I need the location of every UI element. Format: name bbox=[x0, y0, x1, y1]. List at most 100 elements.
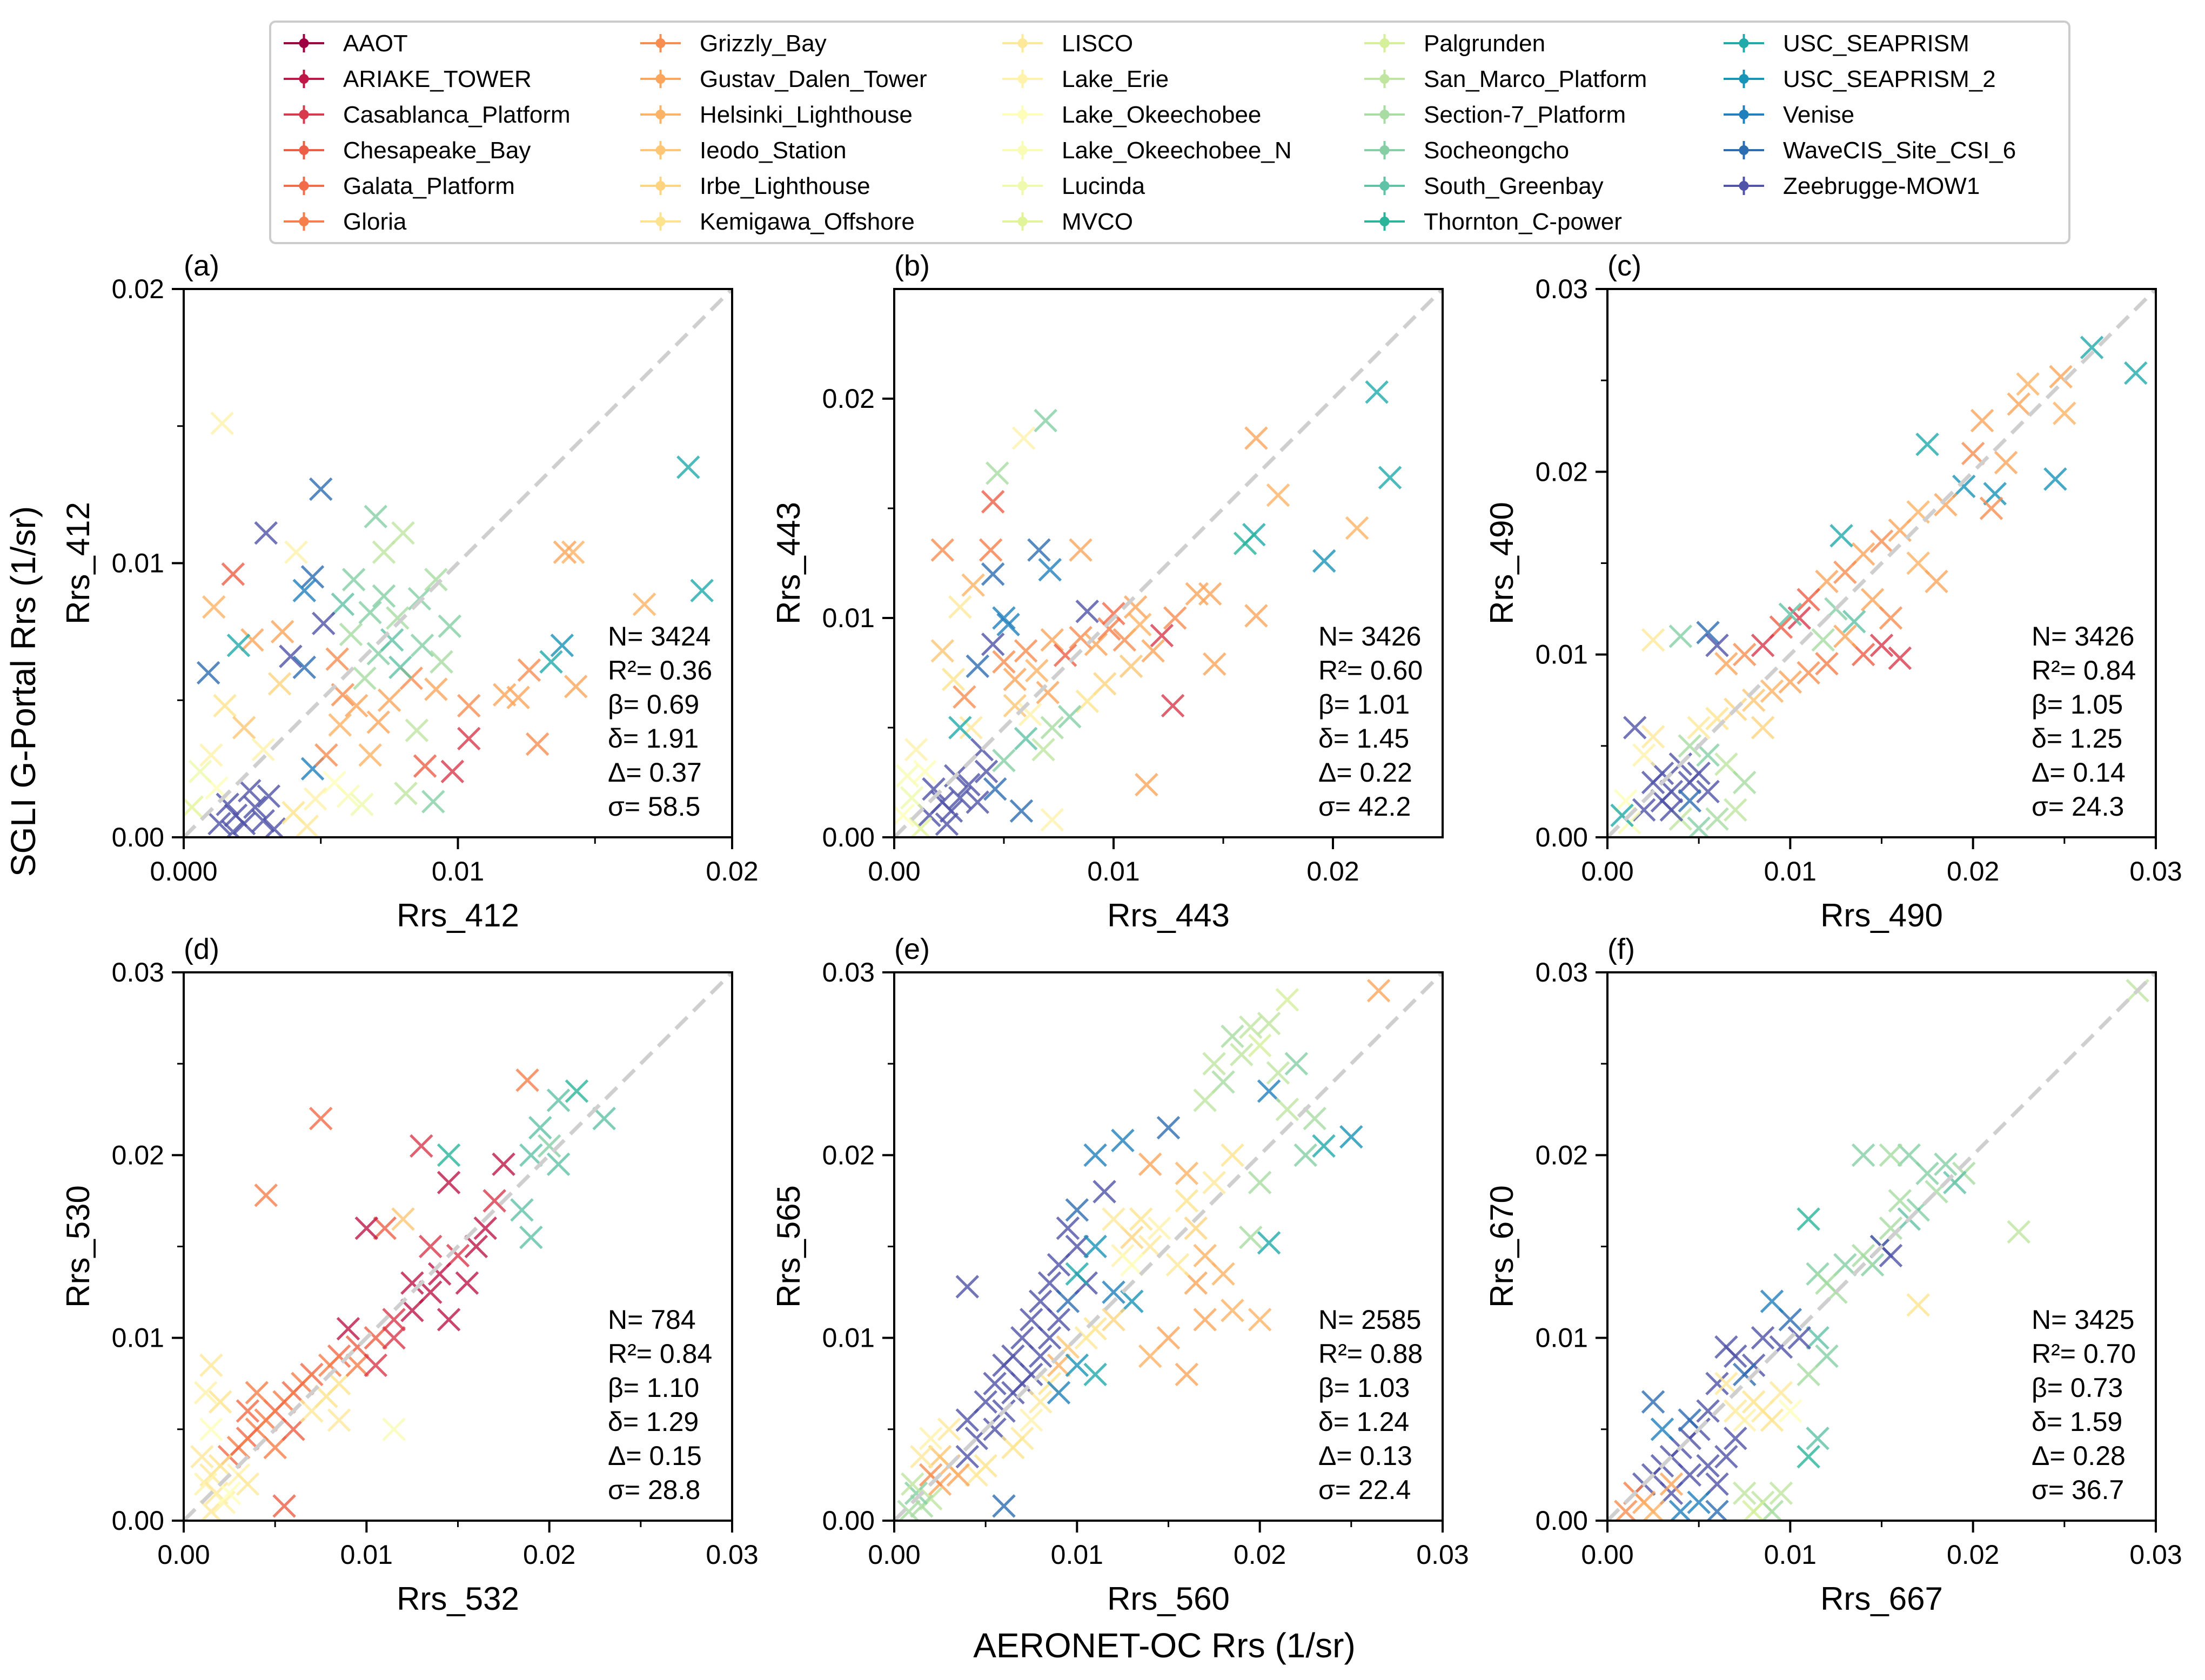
data-point bbox=[1027, 538, 1051, 562]
data-point bbox=[493, 683, 517, 707]
data-point bbox=[1641, 1390, 1665, 1414]
data-point bbox=[1714, 1335, 1738, 1359]
data-point bbox=[1266, 483, 1290, 507]
data-point bbox=[1244, 604, 1268, 628]
data-point bbox=[327, 1408, 351, 1432]
data-point bbox=[1221, 1024, 1244, 1049]
data-point bbox=[1365, 380, 1389, 404]
stat-line: δ= 1.25 bbox=[2032, 723, 2122, 754]
data-point bbox=[382, 1308, 406, 1332]
legend-label: Grizzly_Bay bbox=[700, 30, 827, 57]
data-point bbox=[1732, 642, 1757, 667]
data-point bbox=[550, 633, 574, 657]
data-point bbox=[2007, 392, 2031, 416]
legend-label: San_Marco_Platform bbox=[1424, 66, 1647, 92]
data-point bbox=[1815, 1344, 1839, 1368]
data-point bbox=[1275, 987, 1299, 1012]
data-point bbox=[437, 1171, 461, 1194]
data-point bbox=[1806, 1426, 1829, 1450]
data-point bbox=[992, 1494, 1016, 1518]
data-point bbox=[1687, 761, 1711, 785]
legend-label: Lucinda bbox=[1062, 173, 1145, 199]
data-point bbox=[2043, 467, 2067, 491]
data-point bbox=[358, 743, 382, 767]
data-point bbox=[948, 786, 972, 810]
x-tick-label: 0.00 bbox=[868, 1540, 920, 1570]
data-point bbox=[372, 540, 396, 564]
legend-marker bbox=[1739, 181, 1749, 191]
stat-line: σ= 28.8 bbox=[608, 1475, 700, 1505]
legend-marker bbox=[1379, 38, 1390, 48]
legend-entry: Galata_Platform bbox=[284, 173, 515, 199]
data-point bbox=[1829, 523, 1853, 548]
data-point bbox=[1705, 807, 1729, 831]
data-point bbox=[2053, 401, 2076, 425]
data-point bbox=[364, 1326, 388, 1350]
data-point bbox=[336, 1316, 360, 1341]
scatter-panel-b: (b) 0.00 0.01 0.02 0.00 0.01 0.02 Rrs_443 Rrs_44… bbox=[770, 250, 1444, 933]
data-point bbox=[226, 633, 251, 657]
data-point bbox=[243, 795, 267, 819]
data-point bbox=[1879, 1143, 1903, 1167]
x-tick-label: 0.01 bbox=[340, 1540, 393, 1570]
stat-line: R²= 0.70 bbox=[2032, 1339, 2136, 1369]
y-tick-label: 0.02 bbox=[1536, 456, 1588, 487]
data-point bbox=[992, 650, 1016, 674]
data-point bbox=[1193, 1308, 1217, 1332]
data-point bbox=[1028, 1344, 1053, 1368]
data-point bbox=[418, 1280, 443, 1304]
legend-marker bbox=[1379, 74, 1390, 84]
y-tick-label: 0.01 bbox=[1536, 1323, 1588, 1353]
data-point bbox=[1138, 1234, 1162, 1259]
legend-marker bbox=[299, 217, 309, 226]
data-point bbox=[1641, 628, 1665, 652]
panel-tag: (c) bbox=[1607, 250, 1641, 282]
data-point bbox=[1769, 1481, 1793, 1506]
data-point bbox=[208, 1390, 232, 1414]
data-point bbox=[561, 540, 585, 564]
data-point bbox=[930, 639, 955, 663]
x-tick-label: 0.00 bbox=[157, 1540, 210, 1570]
legend-label: Chesapeake_Bay bbox=[343, 137, 531, 164]
data-point bbox=[267, 672, 292, 696]
data-point bbox=[418, 1234, 443, 1259]
data-point bbox=[202, 595, 226, 619]
legend-entry: Thornton_C-power bbox=[1364, 209, 1622, 235]
panel-tag: (d) bbox=[184, 933, 219, 965]
data-point bbox=[1031, 737, 1055, 762]
data-point bbox=[386, 606, 410, 630]
data-point bbox=[377, 688, 401, 713]
data-point bbox=[1163, 606, 1187, 630]
data-point bbox=[1001, 1381, 1025, 1405]
legend-label: ARIAKE_TOWER bbox=[343, 66, 532, 92]
data-point bbox=[1053, 643, 1077, 667]
data-point bbox=[1705, 1500, 1729, 1521]
data-point bbox=[1193, 1244, 1217, 1268]
data-point bbox=[894, 803, 915, 828]
stat-line: σ= 58.5 bbox=[608, 791, 700, 822]
stat-line: β= 1.10 bbox=[608, 1373, 699, 1403]
data-point bbox=[1851, 642, 1875, 667]
legend-marker bbox=[655, 217, 666, 226]
y-tick-label: 0.00 bbox=[822, 822, 875, 852]
panel-tag: (a) bbox=[184, 250, 219, 282]
data-point bbox=[1994, 451, 2018, 475]
data-point bbox=[446, 1244, 470, 1268]
y-tick-label: 0.01 bbox=[822, 603, 875, 633]
data-point bbox=[1040, 808, 1064, 832]
data-point bbox=[1732, 1408, 1757, 1432]
legend-label: Zeebrugge-MOW1 bbox=[1783, 173, 1980, 199]
data-point bbox=[1961, 441, 1985, 466]
data-point bbox=[1138, 1152, 1162, 1177]
data-point bbox=[1102, 602, 1125, 626]
data-point bbox=[295, 814, 319, 837]
data-point bbox=[1851, 1143, 1875, 1167]
y-axis-label: Rrs_565 bbox=[770, 1185, 807, 1308]
data-point bbox=[1211, 1070, 1235, 1094]
figure-ylabel: SGLI G-Portal Rrs (1/sr) bbox=[4, 506, 43, 877]
panel-tag: (f) bbox=[1607, 933, 1635, 965]
legend-label: USC_SEAPRISM bbox=[1783, 30, 1969, 57]
data-point bbox=[1751, 633, 1775, 657]
data-point bbox=[1678, 1463, 1702, 1487]
data-point bbox=[1732, 1481, 1757, 1506]
